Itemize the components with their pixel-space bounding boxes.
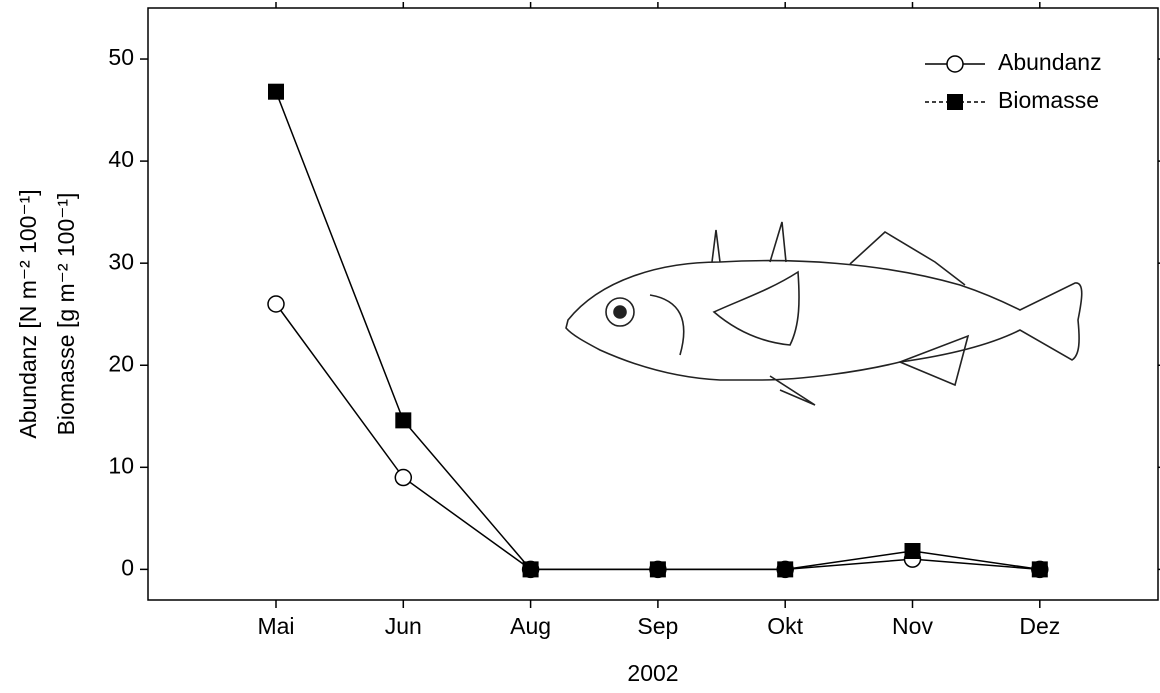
legend-marker (947, 94, 963, 110)
marker (904, 543, 921, 560)
marker (522, 561, 539, 578)
x-tick-label: Nov (892, 613, 933, 639)
x-tick-label: Sep (637, 613, 678, 639)
plot-frame (147, 7, 1159, 601)
marker (1031, 561, 1048, 578)
legend-label: Abundanz (998, 49, 1102, 75)
x-tick-label: Mai (257, 613, 294, 639)
marker (268, 83, 284, 100)
y-tick-label: 0 (121, 554, 134, 580)
y-axis-title: Biomasse [g m⁻² 100⁻¹] (53, 193, 79, 436)
y-tick-label: 30 (108, 248, 134, 274)
fish-illustration (565, 221, 1083, 406)
marker (395, 412, 412, 429)
marker (649, 561, 666, 578)
x-tick-label: Okt (767, 613, 803, 639)
marker (267, 295, 285, 313)
x-tick-label: Jun (385, 613, 422, 639)
series-line (275, 303, 1040, 571)
y-tick-label: 40 (108, 146, 134, 172)
legend-label: Biomasse (998, 87, 1099, 113)
marker (777, 561, 794, 578)
y-tick-label: 20 (108, 350, 134, 376)
y-tick-label: 10 (108, 452, 134, 478)
x-tick-label: Aug (510, 613, 551, 639)
x-tick-label: Dez (1019, 613, 1060, 639)
legend-marker (946, 55, 964, 73)
y-axis-title: Abundanz [N m⁻² 100⁻¹] (15, 189, 41, 438)
marker (394, 468, 413, 487)
series-line (275, 91, 1040, 571)
y-tick-label: 50 (108, 44, 134, 70)
x-axis-title: 2002 (627, 660, 678, 686)
